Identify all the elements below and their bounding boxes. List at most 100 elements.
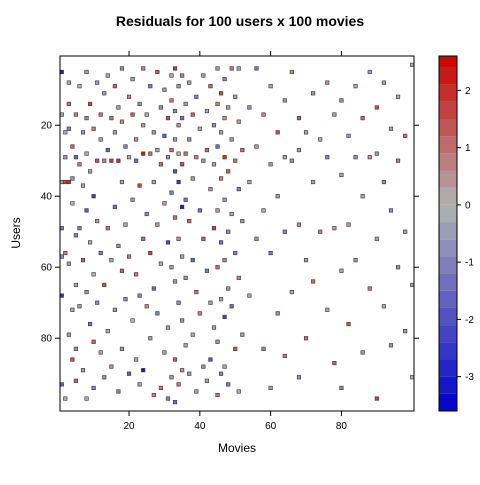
y-tick-label: 80 <box>41 334 53 345</box>
heatmap-cell <box>59 226 64 231</box>
heatmap-cell <box>155 311 160 316</box>
colorbar-band <box>439 170 457 188</box>
heatmap-cell <box>123 222 128 227</box>
heatmap-cell <box>88 321 93 327</box>
heatmap-cell <box>137 382 142 387</box>
heatmap-cell <box>141 236 146 241</box>
colorbar-band <box>439 325 457 343</box>
heatmap-cell <box>381 304 386 309</box>
heatmap-cell <box>211 226 217 231</box>
heatmap-cell <box>247 179 252 185</box>
colorbar-band <box>439 56 457 68</box>
heatmap-cell <box>176 179 181 185</box>
heatmap-cell <box>144 112 149 117</box>
heatmap-cell <box>226 169 231 174</box>
heatmap-cell <box>169 265 174 270</box>
heatmap-cell <box>194 94 199 99</box>
heatmap-cell <box>126 155 132 160</box>
heatmap-cell <box>275 311 280 316</box>
heatmap-cell <box>208 357 213 362</box>
heatmap-cell <box>226 105 231 110</box>
heatmap-cell <box>91 194 96 199</box>
heatmap-cell <box>148 250 153 256</box>
heatmap-cell <box>148 84 153 89</box>
heatmap-cell <box>84 151 89 156</box>
heatmap-cell <box>73 112 79 117</box>
heatmap-cell <box>208 300 213 305</box>
heatmap-cell <box>109 258 114 263</box>
heatmap-cell <box>282 353 287 359</box>
heatmap-cell <box>137 183 142 188</box>
heatmap-cell <box>180 204 185 209</box>
heatmap-cell <box>197 126 202 131</box>
heatmap-cell <box>360 194 365 199</box>
heatmap-cell <box>211 123 217 128</box>
x-axis-ticks: 20 40 60 80 <box>123 51 347 432</box>
heatmap-cell <box>123 144 128 149</box>
heatmap-cell <box>229 304 234 309</box>
heatmap-cell <box>219 371 224 376</box>
heatmap-cell <box>95 219 100 224</box>
heatmap-cell <box>226 229 231 234</box>
heatmap-cell <box>151 286 156 291</box>
heatmap-cell <box>410 282 415 288</box>
heatmap-cell <box>289 69 294 75</box>
heatmap-cell <box>180 116 185 121</box>
heatmap-cell <box>222 116 227 121</box>
heatmap-cell <box>180 162 185 167</box>
heatmap-cell <box>268 385 273 390</box>
heatmap-cell <box>325 307 330 312</box>
heatmap-cell <box>289 289 294 295</box>
heatmap-cell <box>296 116 302 121</box>
heatmap-cell <box>222 197 227 202</box>
heatmap-cell <box>151 130 156 135</box>
heatmap-cell <box>95 80 100 85</box>
heatmap-cell <box>381 80 386 85</box>
heatmap-cell <box>204 378 209 383</box>
heatmap-cell <box>165 396 171 401</box>
heatmap-cell <box>148 151 153 156</box>
colorbar-band <box>439 118 457 137</box>
heatmap-cell <box>219 240 224 245</box>
heatmap-cell <box>165 155 171 160</box>
y-axis-label: Users <box>9 217 23 248</box>
colorbar-band <box>439 376 457 394</box>
heatmap-cell <box>247 105 252 110</box>
heatmap-cell <box>165 116 171 121</box>
heatmap-cell <box>254 66 259 71</box>
heatmap-cell <box>183 275 188 280</box>
heatmap-cell <box>176 84 181 89</box>
colorbar-tick-label: -3 <box>465 372 474 383</box>
heatmap-cell <box>367 286 372 291</box>
heatmap-cell <box>180 318 185 323</box>
heatmap-cell <box>172 137 178 142</box>
heatmap-cell <box>311 91 316 96</box>
y-axis-ticks: 20 40 60 80 <box>41 121 419 345</box>
heatmap-cell <box>102 158 107 163</box>
heatmap-cell <box>169 190 174 195</box>
heatmap-cell <box>410 375 415 380</box>
heatmap-cell <box>233 94 238 99</box>
heatmap-cell <box>63 130 68 135</box>
heatmap-cell <box>367 155 372 160</box>
heatmap-cell <box>208 187 213 192</box>
heatmap-cell <box>388 126 394 131</box>
heatmap-cell <box>339 385 344 390</box>
heatmap-cell <box>360 350 365 355</box>
heatmap-cell <box>98 350 103 355</box>
heatmap-cell <box>109 116 114 121</box>
heatmap-cell <box>169 73 174 78</box>
heatmap-cell <box>226 286 231 291</box>
heatmap-cell <box>201 158 206 163</box>
heatmap-cell <box>70 201 75 206</box>
colorbar-band <box>439 393 457 411</box>
heatmap-cell <box>162 201 167 206</box>
colorbar-band <box>439 153 457 171</box>
heatmap-cell <box>268 162 273 167</box>
heatmap-cell <box>296 375 302 380</box>
heatmap-cell <box>116 243 121 248</box>
heatmap-cell <box>70 307 75 312</box>
heatmap-cell <box>134 137 139 142</box>
heatmap-cell <box>88 169 93 174</box>
heatmap-cell <box>215 208 220 213</box>
